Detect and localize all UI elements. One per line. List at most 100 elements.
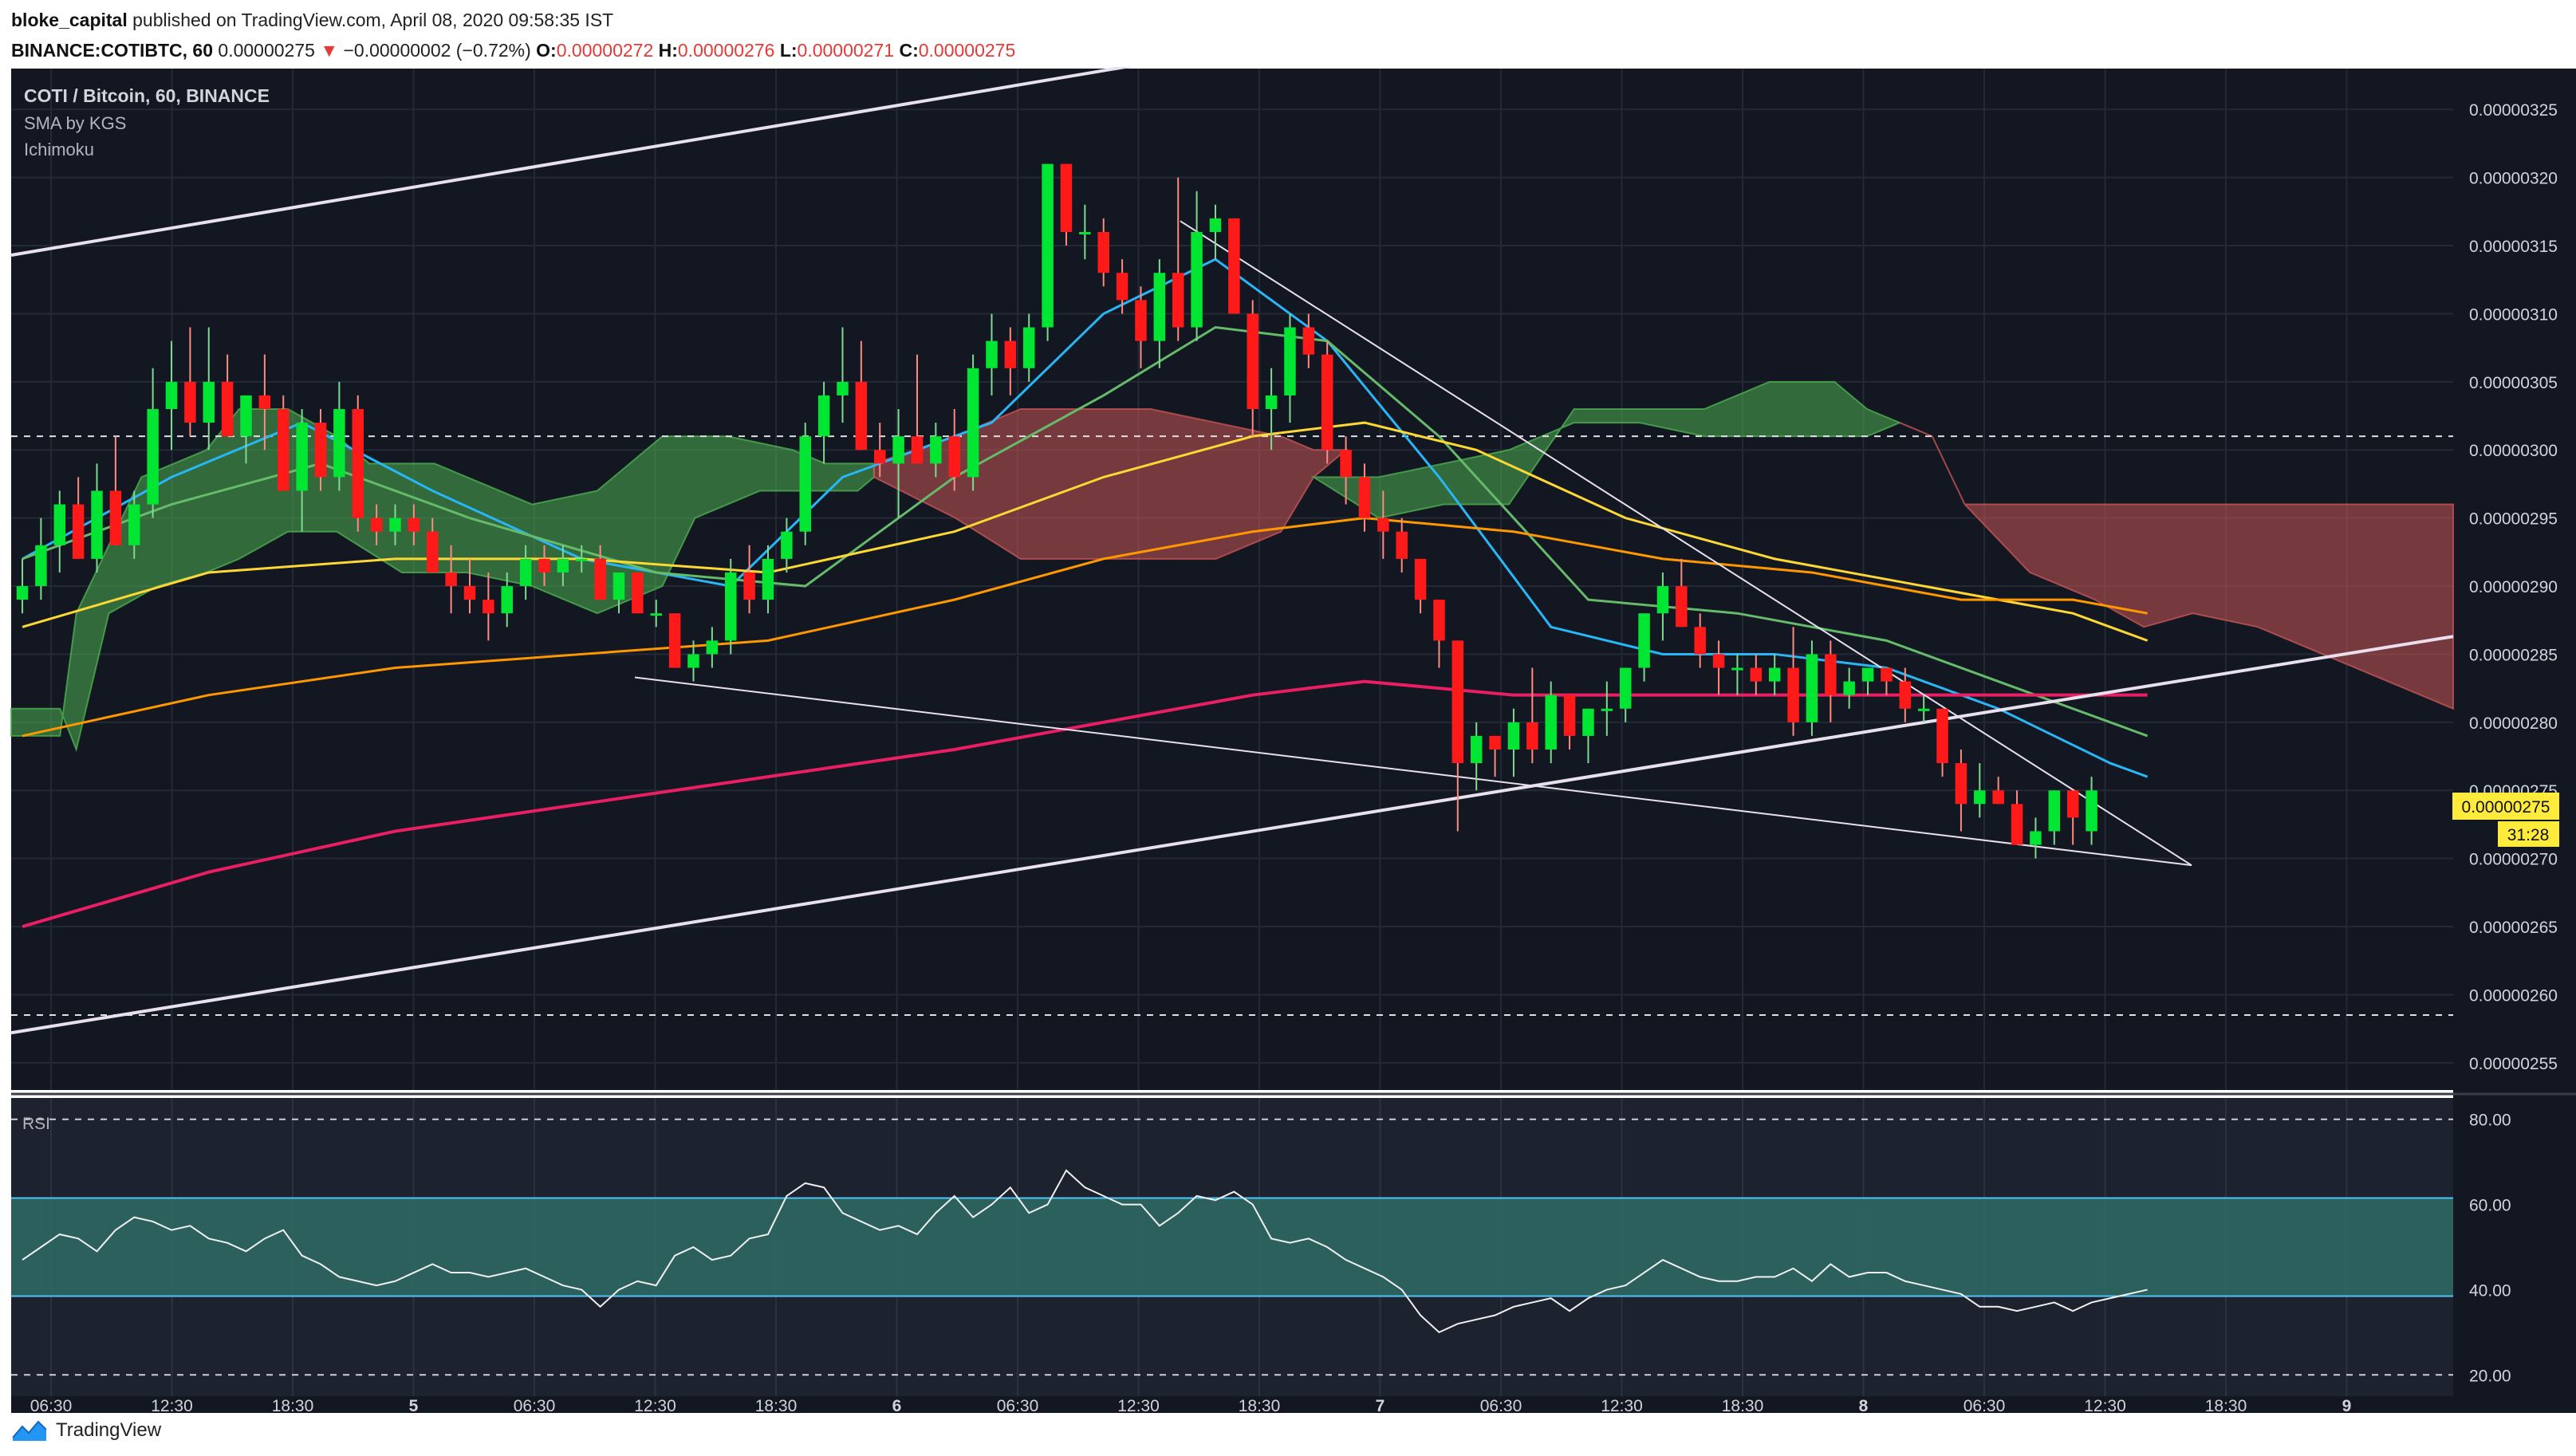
symbol-label: BINANCE:COTIBTC, 60 [11,40,214,61]
price-chart[interactable]: 0.00000325 0.00000320 0.00000315 0.00000310… [0,67,2576,1413]
rsi-tick-label: 60.00 [2469,1197,2511,1215]
candle-body [948,436,960,478]
time-tick-label: 06:30 [514,1397,556,1413]
candle-body [1321,354,1333,451]
candle-body [370,517,383,532]
candle-body [911,436,924,464]
tradingview-brand[interactable]: TradingView [56,1419,162,1441]
legend-sma[interactable]: SMA by KGS [24,113,126,133]
candle-body [109,490,122,545]
candle-body [632,572,644,614]
price-tick-label: 0.00000295 [2469,510,2558,529]
sma-line-orange [22,517,2148,738]
candle-body [333,409,345,478]
candle-body [221,381,234,437]
candle-body [519,558,532,587]
author-name[interactable]: bloke_capital [11,10,128,30]
candle-body [1022,327,1035,368]
candle-body [687,654,699,668]
legend-title: COTI / Bitcoin, 60, BINANCE [24,85,270,106]
candle-body [1768,667,1781,682]
candle-body [1955,763,1967,805]
candle-body [147,409,159,505]
candle-body [1507,722,1520,750]
candle-body [1302,327,1315,355]
grid [11,69,2453,1396]
time-tick-label: 12:30 [1601,1397,1643,1413]
candle-body [1247,313,1258,409]
candle-body [594,558,606,600]
candle-body [203,381,215,423]
channel-upper-line [10,67,1135,257]
candle-body [1992,790,2004,805]
candle-body [762,558,774,600]
sma-line-yellow [22,421,2149,642]
candle-body [781,531,793,559]
legend-ichimoku[interactable]: Ichimoku [24,140,94,159]
price-axis: 0.00000325 0.00000320 0.00000315 0.00000310… [2469,101,2558,1385]
candle-body [427,531,439,573]
candle-body [1601,708,1613,711]
last-price: 0.00000275 [218,40,315,61]
candle-body [538,558,550,573]
time-tick-label: 7 [1376,1397,1385,1413]
candle-body [743,572,755,600]
candle-body [501,586,513,614]
time-tick-label: 9 [2342,1397,2352,1413]
ohlc-line: BINANCE:COTIBTC, 60 0.00000275 ▼ −0.0000… [11,35,2563,65]
cloud-bullish [1310,380,1902,519]
channel-lower-line [10,635,2454,1035]
candle-body [575,558,588,561]
tradingview-logo-icon[interactable] [11,1419,48,1442]
rsi-tick-label: 40.00 [2469,1281,2511,1300]
candle-body [278,409,290,491]
price-change: −0.00000002 (−0.72%) [343,40,531,61]
candle-body [1563,695,1576,736]
candle-body [1060,163,1073,232]
price-tick-label: 0.00000305 [2469,374,2558,392]
time-tick-label: 18:30 [272,1397,314,1413]
price-tick-label: 0.00000260 [2469,986,2558,1005]
price-tick-label: 0.00000265 [2469,919,2558,937]
chart-legend: COTI / Bitcoin, 60, BINANCE SMA by KGS I… [24,85,270,159]
candle-body [128,504,140,545]
candle-body [184,381,196,423]
time-tick-label: 12:30 [634,1397,676,1413]
candle-body [2086,790,2097,832]
candle-body [483,600,494,614]
candle-body [1526,722,1538,750]
candle-body [1377,517,1389,532]
candle-body [1116,273,1128,301]
low-label: L: [779,40,798,61]
candle-body [2048,790,2061,832]
candle-body [240,395,252,437]
candle-body [1656,586,1669,614]
candle-body [1861,667,1874,682]
candle-body [1750,667,1763,682]
last-price-tag-text: 0.00000275 [2462,798,2550,817]
candle-body [706,640,719,655]
candle-body [408,517,420,532]
time-tick-label: 12:30 [151,1397,193,1413]
candle-body [724,572,737,641]
time-tick-label: 06:30 [1480,1397,1522,1413]
time-tick-label: 12:30 [1117,1397,1160,1413]
candle-body [296,423,308,491]
candle-body [1191,231,1203,328]
candle-body [258,395,271,409]
countdown-text: 31:28 [2507,826,2550,844]
candle-body [1470,735,1483,764]
sma-line-pink [22,679,2148,928]
candle-body [1172,273,1184,328]
candle-body [389,517,401,532]
candle-body [1936,708,1948,764]
time-tick-label: 18:30 [1722,1397,1764,1413]
price-tick-label: 0.00000255 [2469,1055,2558,1073]
candle-body [1899,681,1912,709]
time-tick-label: 8 [1859,1397,1869,1413]
candle-body [463,586,476,600]
candle-body [2011,804,2023,845]
time-tick-label: 06:30 [30,1397,73,1413]
price-tags: 0.00000275 31:28 [2452,793,2559,847]
time-tick-label: 6 [892,1397,902,1413]
